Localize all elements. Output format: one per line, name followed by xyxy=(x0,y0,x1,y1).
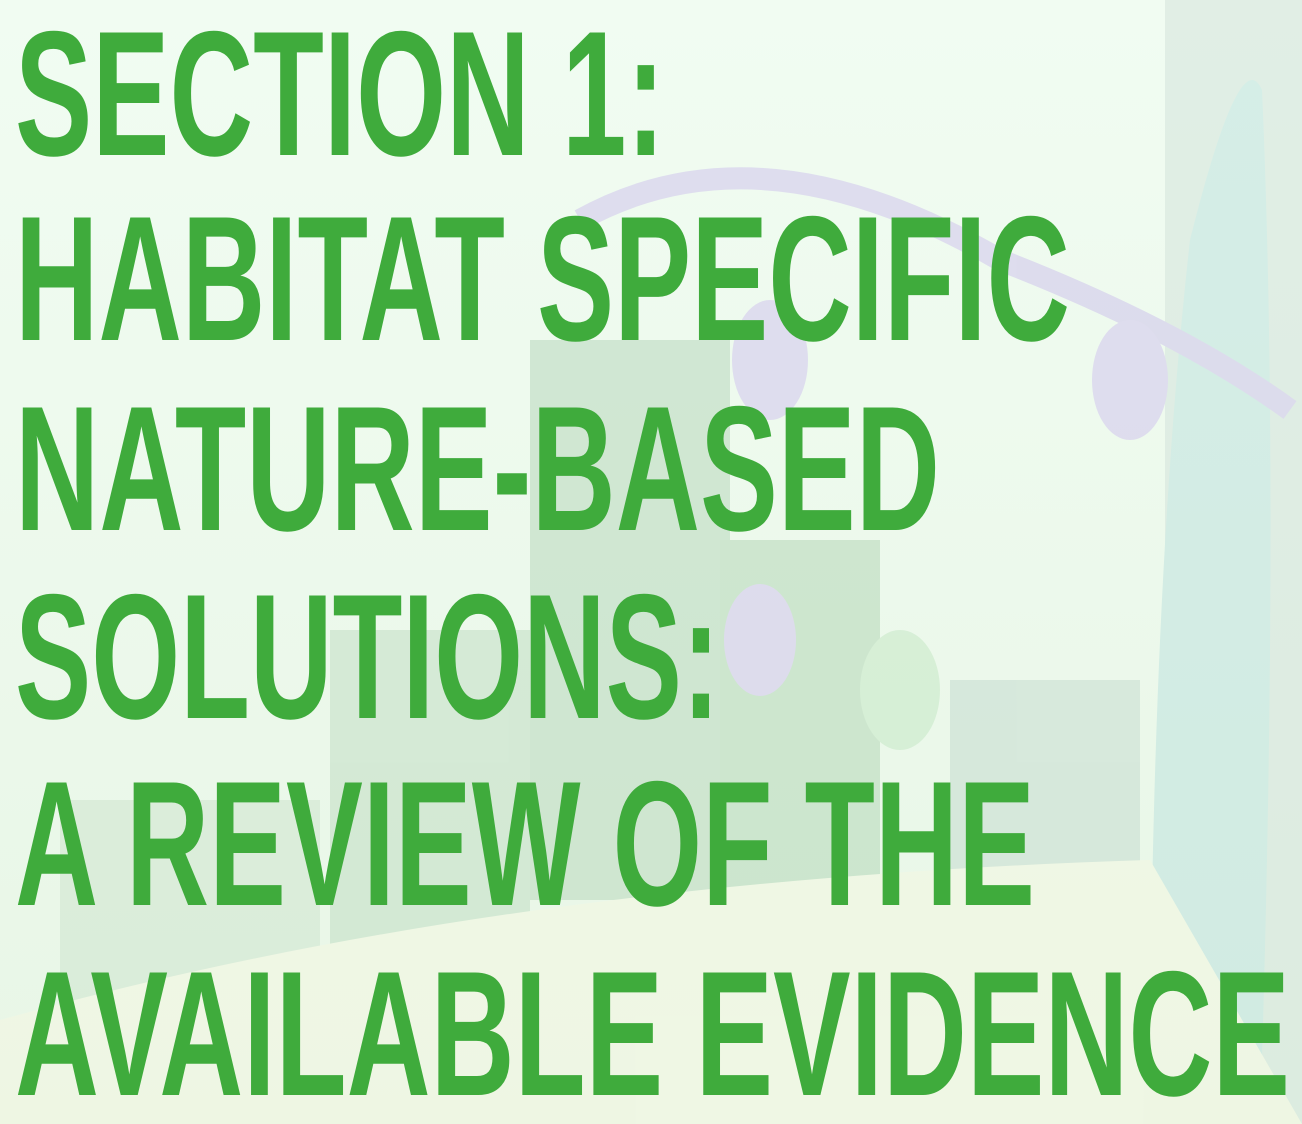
title-line: SOLUTIONS: xyxy=(15,557,720,756)
title-line: SECTION 1: xyxy=(15,0,665,193)
cover: SECTION 1: HABITAT SPECIFIC NATURE-BASED… xyxy=(0,0,1302,1124)
page: SECTION 1: HABITAT SPECIFIC NATURE-BASED… xyxy=(0,0,1302,1124)
title-line: A REVIEW OF THE xyxy=(15,744,1035,943)
title-line: HABITAT SPECIFIC xyxy=(15,179,1070,378)
title-line: NATURE-BASED xyxy=(15,369,940,568)
title-line: AVAILABLE EVIDENCE xyxy=(15,934,1290,1124)
